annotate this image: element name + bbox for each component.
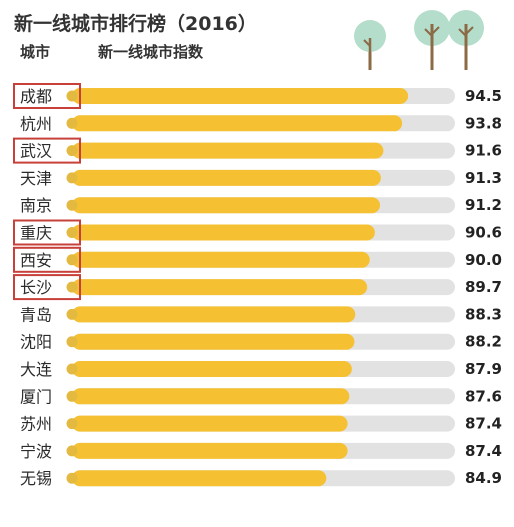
row-dot xyxy=(66,281,78,293)
bar xyxy=(72,306,356,323)
row-dot xyxy=(66,172,78,184)
row-dot xyxy=(66,336,78,348)
bar xyxy=(72,415,348,432)
city-label: 重庆 xyxy=(20,224,52,243)
highlight-box xyxy=(13,246,81,273)
tree-icon xyxy=(448,10,484,70)
value-label: 94.5 xyxy=(465,87,502,105)
city-label: 厦门 xyxy=(20,387,52,406)
highlight-box xyxy=(13,274,81,301)
row-dot xyxy=(66,445,78,457)
row-dot xyxy=(66,363,78,375)
city-label: 长沙 xyxy=(20,278,52,297)
city-label: 大连 xyxy=(20,360,52,379)
row-dot xyxy=(66,145,78,157)
value-label: 87.4 xyxy=(465,442,502,460)
row-dot xyxy=(66,254,78,266)
value-label: 89.7 xyxy=(465,278,502,296)
bar xyxy=(72,470,327,487)
value-label: 87.9 xyxy=(465,360,502,378)
bar xyxy=(72,115,403,132)
city-label: 成都 xyxy=(20,87,52,106)
bar xyxy=(72,88,409,104)
highlight-box xyxy=(13,83,81,109)
highlight-box xyxy=(13,219,81,246)
value-label: 91.6 xyxy=(465,142,502,160)
city-label: 杭州 xyxy=(20,114,52,133)
tree-icon xyxy=(414,10,450,70)
row-dot xyxy=(66,308,78,320)
city-label: 天津 xyxy=(20,169,52,188)
value-label: 84.9 xyxy=(465,469,502,487)
bar xyxy=(72,224,375,241)
value-label: 90.0 xyxy=(465,251,502,269)
bar xyxy=(72,251,370,268)
value-label: 88.3 xyxy=(465,305,502,323)
value-label: 87.6 xyxy=(465,387,502,405)
bar xyxy=(72,169,381,186)
value-label: 87.4 xyxy=(465,415,502,433)
city-label: 西安 xyxy=(20,251,52,270)
city-label: 苏州 xyxy=(20,415,52,434)
value-label: 93.8 xyxy=(465,114,502,132)
value-label: 88.2 xyxy=(465,333,502,351)
row-dot xyxy=(66,227,78,238)
row-dot xyxy=(66,418,78,430)
row-dot xyxy=(66,90,78,102)
city-label: 南京 xyxy=(20,196,52,215)
bar xyxy=(72,442,348,459)
row-dot xyxy=(66,117,78,129)
bar xyxy=(72,142,384,159)
tree-icon xyxy=(354,20,386,70)
city-label: 青岛 xyxy=(20,305,52,324)
city-label: 宁波 xyxy=(20,442,52,461)
city-label: 无锡 xyxy=(20,469,52,488)
city-label: 沈阳 xyxy=(20,333,52,352)
row-dot xyxy=(66,390,78,402)
bar xyxy=(72,361,352,377)
chart-title: 新一线城市排行榜（2016） xyxy=(14,12,257,35)
bar xyxy=(72,197,380,214)
value-label: 91.3 xyxy=(465,169,502,187)
bar xyxy=(72,388,350,405)
chart-rows: 成都 94.5 杭州 93.8 武汉 91.6 天津 91.3 南京 91.2 重庆 90.6 西安 90… xyxy=(13,83,502,488)
city-label: 武汉 xyxy=(20,142,52,161)
index-column-header: 新一线城市指数 xyxy=(98,43,204,61)
highlight-box xyxy=(13,137,81,164)
value-label: 91.2 xyxy=(465,196,502,214)
row-dot xyxy=(66,472,78,484)
row-dot xyxy=(66,199,78,211)
value-label: 90.6 xyxy=(465,224,502,242)
bar xyxy=(72,279,368,296)
city-column-header: 城市 xyxy=(20,43,50,61)
bar xyxy=(72,333,355,350)
